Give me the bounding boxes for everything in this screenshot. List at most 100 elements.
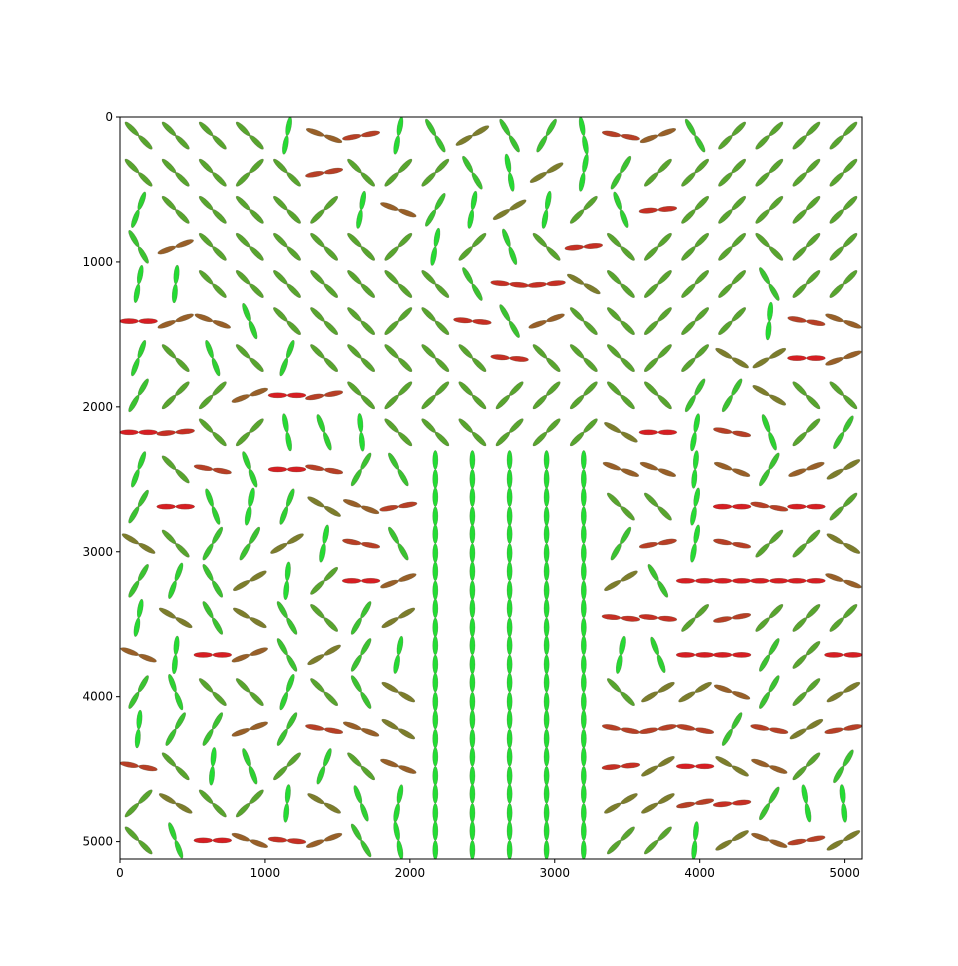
glyph-blade bbox=[580, 469, 587, 489]
glyph-blade bbox=[805, 603, 821, 619]
glyph-blade bbox=[641, 765, 659, 777]
glyph-blade bbox=[578, 172, 586, 192]
glyph-blade bbox=[543, 840, 550, 860]
orientation-glyph bbox=[347, 344, 376, 373]
glyph-blade bbox=[606, 270, 622, 285]
glyph-blade bbox=[347, 158, 362, 174]
glyph-blade bbox=[620, 431, 638, 443]
orientation-glyph bbox=[829, 121, 858, 150]
glyph-blade bbox=[138, 318, 158, 324]
glyph-blade bbox=[249, 209, 264, 224]
orientation-glyph bbox=[839, 784, 848, 823]
orientation-glyph bbox=[458, 344, 487, 373]
glyph-blade bbox=[434, 381, 450, 396]
glyph-blade bbox=[175, 357, 190, 373]
orientation-glyph bbox=[678, 681, 712, 703]
glyph-blade bbox=[681, 209, 696, 224]
orientation-glyph bbox=[350, 452, 372, 487]
glyph-blade bbox=[342, 133, 362, 141]
orientation-glyph bbox=[601, 724, 640, 735]
glyph-blade bbox=[843, 652, 863, 658]
glyph-blade bbox=[657, 724, 677, 731]
glyph-blade bbox=[681, 320, 696, 336]
glyph-blade bbox=[543, 803, 550, 823]
glyph-blade bbox=[681, 357, 696, 373]
orientation-glyph bbox=[606, 826, 635, 855]
glyph-blade bbox=[284, 561, 291, 582]
glyph-blade bbox=[765, 320, 772, 341]
glyph-blade bbox=[175, 428, 195, 435]
glyph-blade bbox=[323, 467, 344, 475]
orientation-glyph bbox=[462, 155, 483, 190]
orientation-glyph bbox=[604, 793, 638, 814]
glyph-blade bbox=[643, 357, 659, 373]
glyph-blade bbox=[681, 246, 696, 261]
glyph-blade bbox=[469, 580, 476, 601]
glyph-blade bbox=[432, 691, 439, 712]
orientation-glyph bbox=[307, 793, 341, 814]
glyph-blade bbox=[684, 394, 696, 413]
glyph-blade bbox=[432, 450, 439, 470]
orientation-glyph bbox=[759, 267, 780, 301]
glyph-blade bbox=[681, 283, 696, 298]
orientation-glyph bbox=[171, 264, 180, 304]
glyph-blade bbox=[360, 803, 369, 822]
orientation-glyph bbox=[650, 636, 666, 674]
orientation-glyph bbox=[569, 381, 598, 410]
orientation-glyph bbox=[310, 270, 339, 298]
glyph-blade bbox=[620, 570, 638, 582]
glyph-blade bbox=[469, 450, 476, 470]
glyph-blade bbox=[768, 432, 777, 451]
glyph-blade bbox=[569, 394, 585, 410]
glyph-blade bbox=[273, 307, 288, 322]
orientation-glyph bbox=[193, 464, 232, 475]
orientation-glyph bbox=[792, 418, 821, 447]
glyph-blade bbox=[350, 823, 362, 841]
glyph-blade bbox=[131, 357, 140, 377]
glyph-blade bbox=[384, 246, 399, 261]
orientation-glyph bbox=[606, 344, 635, 373]
orientation-glyph bbox=[641, 756, 675, 777]
glyph-blade bbox=[506, 766, 513, 786]
glyph-blade bbox=[731, 430, 752, 438]
glyph-blade bbox=[421, 270, 436, 285]
glyph-blade bbox=[124, 158, 140, 174]
orientation-glyph bbox=[341, 577, 381, 584]
orientation-glyph bbox=[305, 167, 344, 178]
glyph-blade bbox=[469, 524, 476, 544]
orientation-glyph bbox=[282, 413, 292, 452]
glyph-blade bbox=[712, 652, 733, 658]
glyph-blade bbox=[270, 542, 288, 554]
orientation-glyph bbox=[273, 195, 301, 224]
glyph-blade bbox=[650, 636, 659, 656]
glyph-blade bbox=[360, 320, 376, 336]
glyph-blade bbox=[434, 135, 446, 153]
glyph-blade bbox=[506, 450, 513, 470]
orientation-glyph bbox=[305, 128, 343, 144]
glyph-blade bbox=[323, 195, 339, 211]
glyph-blade bbox=[175, 381, 190, 396]
glyph-blade bbox=[806, 503, 826, 510]
glyph-blade bbox=[323, 167, 344, 175]
glyph-blade bbox=[434, 158, 450, 174]
glyph-blade bbox=[643, 172, 659, 187]
glyph-blade bbox=[235, 678, 251, 693]
orientation-glyph bbox=[715, 756, 749, 777]
glyph-blade bbox=[843, 320, 862, 329]
glyph-blade bbox=[249, 283, 264, 298]
glyph-blade bbox=[731, 712, 743, 730]
glyph-blade bbox=[580, 635, 587, 656]
glyph-blade bbox=[350, 675, 362, 693]
glyph-blade bbox=[469, 487, 476, 507]
orientation-glyph bbox=[578, 116, 589, 155]
glyph-blade bbox=[323, 505, 341, 517]
glyph-blade bbox=[580, 524, 587, 544]
glyph-blade bbox=[161, 344, 177, 359]
orientation-glyph bbox=[342, 130, 381, 141]
orientation-glyph bbox=[755, 603, 784, 632]
glyph-blade bbox=[694, 798, 715, 806]
glyph-blade bbox=[138, 839, 153, 855]
glyph-blade bbox=[759, 267, 771, 285]
glyph-blade bbox=[543, 543, 550, 563]
